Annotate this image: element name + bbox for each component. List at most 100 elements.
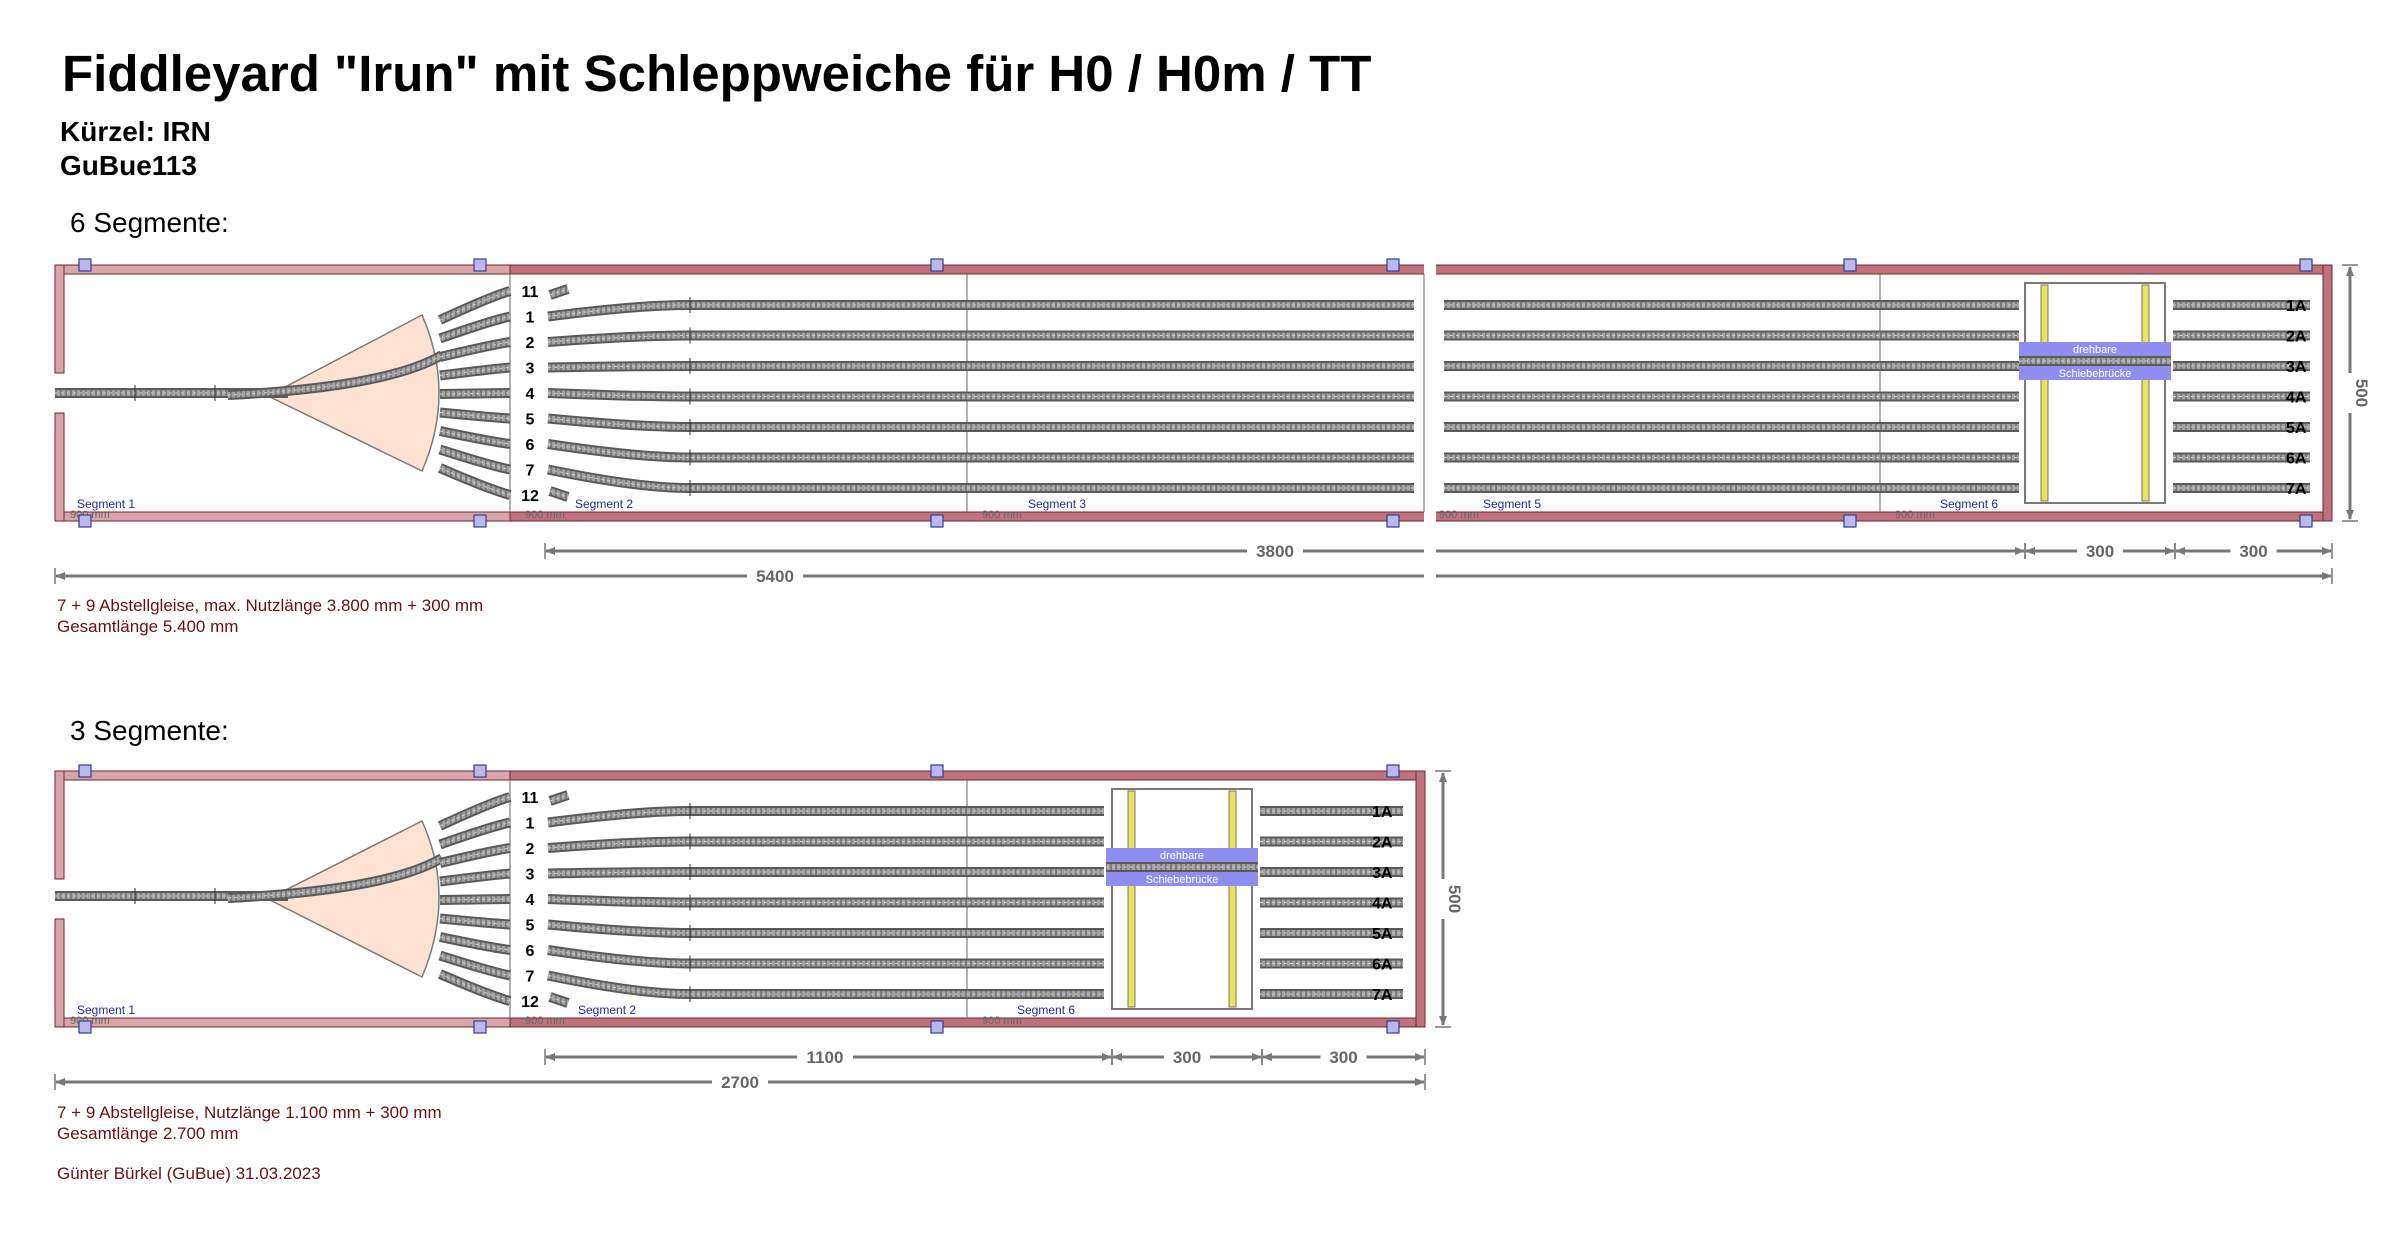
dimension-label: 5400 (756, 567, 794, 586)
fan-track-7 (440, 450, 510, 470)
storage-track-5 (548, 925, 1104, 934)
connector-block (2300, 259, 2312, 271)
track-number-left: 3 (526, 867, 535, 884)
dimension-main-length: 1100 (545, 1048, 1112, 1067)
track-number-right: 5A (2286, 420, 2307, 437)
fan-track-5 (440, 413, 510, 419)
connector-block (474, 515, 486, 527)
fan-track-3 (440, 874, 510, 882)
track-number-left: 2 (526, 335, 535, 352)
connector-block (931, 515, 943, 527)
dimension-break (1424, 539, 1436, 599)
storage-track-4 (548, 899, 1104, 903)
segment-length-label: 900 mm (982, 1015, 1022, 1027)
bridge-label-2: Schiebebrücke (2059, 368, 2132, 380)
dimension-label: 300 (2086, 542, 2114, 561)
frame-bottom (510, 512, 2332, 521)
storage-track-7 (548, 470, 1414, 489)
track-number-right: 2A (1372, 835, 1393, 852)
frame-bottom-segment-1 (55, 512, 510, 521)
segment-label: Segment 3 (1028, 497, 1086, 511)
bridge-label-1: drehbare (2073, 344, 2117, 356)
layout3-note-1: 7 + 9 Abstellgleise, Nutzlänge 1.100 mm … (57, 1103, 442, 1122)
segment-label: Segment 6 (1017, 1003, 1075, 1017)
bridge-rail-left (2041, 285, 2048, 501)
storage-track-7 (548, 976, 1104, 995)
frame-left-lower (55, 919, 64, 1027)
drag-switch-fan (268, 821, 439, 977)
layout6-note-2: Gesamtlänge 5.400 mm (57, 617, 238, 636)
dimension-total: 2700 (55, 1073, 1425, 1092)
dimension-label: 1100 (807, 1048, 844, 1067)
fan-track-2 (440, 342, 510, 357)
storage-track-2 (548, 336, 1414, 343)
connector-block (931, 765, 943, 777)
track-number-right: 6A (2286, 451, 2307, 468)
dimension-total: 5400 (55, 567, 2332, 586)
segment-length-label: 900 mm (982, 509, 1022, 521)
dimension-label: 300 (1329, 1048, 1357, 1067)
frame-top (510, 265, 2332, 274)
connector-block (79, 259, 91, 271)
storage-track-3 (548, 366, 1414, 368)
frame-left-lower (55, 413, 64, 521)
fan-track-6 (440, 937, 510, 950)
track-number-right: 1A (1372, 804, 1393, 821)
dimension-label: 500 (2352, 379, 2371, 407)
dimension-main-length: 3800 (545, 542, 2025, 561)
connector-block (2300, 515, 2312, 527)
track-number-left: 3 (526, 361, 535, 378)
track-number-left: 1 (526, 310, 535, 327)
short-stub-top (550, 795, 568, 801)
frame-top-segment-1 (55, 265, 510, 274)
track-number-right: 7A (1372, 987, 1393, 1004)
connector-block (1844, 515, 1856, 527)
dimension-label: 300 (1173, 1048, 1201, 1067)
dimension-tail: 300 (1262, 1048, 1425, 1067)
connector-block (1387, 1021, 1399, 1033)
layout3-note-2: Gesamtlänge 2.700 mm (57, 1124, 238, 1143)
bridge-label-2: Schiebebrücke (1146, 874, 1219, 886)
bridge-rail-left (1128, 791, 1135, 1007)
connector-block (474, 259, 486, 271)
fan-track-7 (440, 956, 510, 976)
storage-track-3 (548, 872, 1104, 874)
frame-left-upper (55, 265, 64, 373)
bridge-rail-right (2142, 285, 2149, 501)
frame-left-upper (55, 771, 64, 879)
track-number-right: 7A (2286, 481, 2307, 498)
connector-block (79, 765, 91, 777)
track-number-right: 5A (1372, 926, 1393, 943)
storage-track-1 (548, 305, 1414, 317)
track-number-left: 12 (521, 994, 539, 1011)
segment-length-label: 900 mm (1895, 509, 1935, 521)
bridge-label-1: drehbare (1160, 850, 1204, 862)
segment-length-label: 900 mm (1439, 509, 1479, 521)
fan-track-4 (440, 393, 510, 394)
track-number-right: 6A (1372, 957, 1393, 974)
frame-top-segment-1 (55, 771, 510, 780)
segment-label: Segment 6 (1940, 497, 1998, 511)
layout3-heading: 3 Segmente: (70, 715, 229, 746)
layout3-plan: Segment 1900 mmSegment 2900 mmSegment 69… (55, 765, 1464, 1092)
fan-track-6 (440, 431, 510, 444)
connector-block (474, 1021, 486, 1033)
segment-label: Segment 2 (578, 1003, 636, 1017)
track-number-left: 5 (526, 918, 535, 935)
storage-track-1 (548, 811, 1104, 823)
track-number-left: 6 (526, 943, 535, 960)
dimension-label: 300 (2239, 542, 2267, 561)
layout6-note-1: 7 + 9 Abstellgleise, max. Nutzlänge 3.80… (57, 596, 483, 615)
dimension-width: 500 (1433, 771, 1464, 1027)
storage-track-4 (548, 393, 1414, 397)
track-number-left: 4 (526, 892, 535, 909)
connector-block (1387, 765, 1399, 777)
layout6-heading: 6 Segmente: (70, 207, 229, 238)
drawing-break (1424, 261, 1436, 525)
storage-track-6 (548, 950, 1104, 964)
connector-block (1387, 259, 1399, 271)
connector-block (79, 515, 91, 527)
dimension-width: 500 (2340, 265, 2371, 521)
bridge-rail-right (1229, 791, 1236, 1007)
short-stub-top (550, 289, 568, 295)
